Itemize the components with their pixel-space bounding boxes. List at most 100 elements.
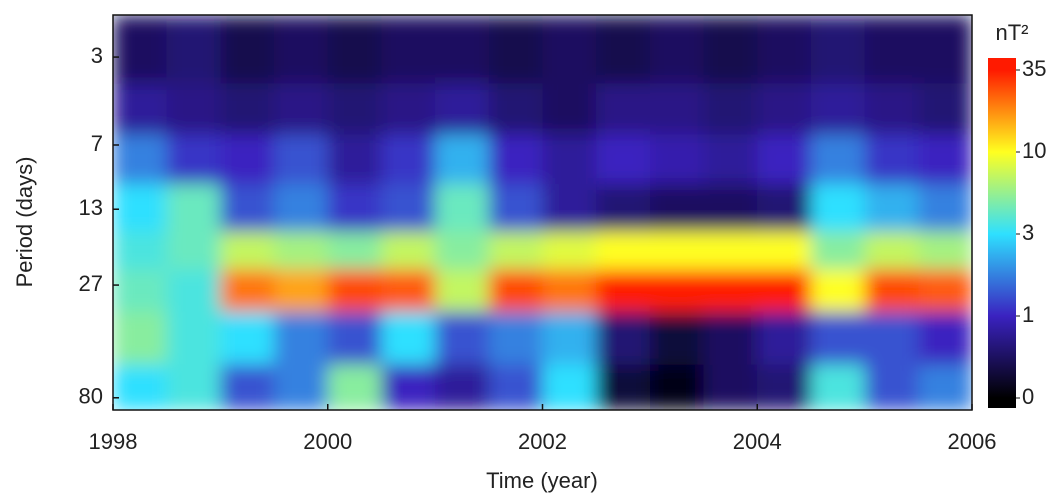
heatmap-cell [488,269,543,313]
x-tick-label: 2006 [948,429,997,454]
heatmap-cell [542,231,597,270]
y-tick-label: 3 [91,43,103,68]
heatmap-cell [649,83,705,135]
heatmap-cell [166,15,221,85]
heatmap-cell [649,184,705,233]
heatmap-cell [113,269,168,313]
colorbar-tick-label: 1 [1022,302,1034,327]
heatmap-cell [488,134,543,185]
heatmap-cell [435,269,490,313]
heatmap-cell [542,184,597,233]
heatmap-cell [703,311,758,366]
heatmap-cell [274,15,329,85]
heatmap-cell [220,311,275,366]
heatmap-cell [327,134,382,185]
heatmap-cell [435,184,490,233]
heatmap-cell [649,269,705,313]
heatmap-cell [327,83,382,135]
heatmap-cell [488,231,543,270]
x-tick-label: 2000 [303,429,352,454]
heatmap-cell [757,231,812,270]
heatmap-cell [810,83,866,135]
heatmap-cell [166,231,221,270]
x-tick-label: 1998 [89,429,138,454]
colorbar-tick-label: 35 [1022,56,1046,81]
heatmap-cell [864,364,919,410]
heatmap-cell [757,134,812,185]
y-tick-label: 27 [79,271,103,296]
heatmap-cell [542,15,597,85]
heatmap-cell [220,83,275,135]
heatmap-cell [166,83,221,135]
heatmap-cell [220,231,275,270]
heatmap-cell [864,83,919,135]
heatmap-cell [542,269,597,313]
heatmap-cell [274,269,329,313]
heatmap-cell [703,269,758,313]
heatmap-cell [596,134,651,185]
heatmap-cell [220,269,275,313]
heatmap-cell [220,134,275,185]
heatmap-cell [703,231,758,270]
heatmap-cell [810,231,866,270]
heatmap-cell [649,134,705,185]
heatmap-cell [703,134,758,185]
heatmap-cell [435,134,490,185]
heatmap-cell [435,15,490,85]
heatmap-cell [596,15,651,85]
heatmap-cell [864,269,919,313]
heatmap-cell [649,311,705,366]
heatmap-cell [596,269,651,313]
heatmap-cell [327,231,382,270]
heatmap-cell [381,184,436,233]
colorbar-label: nT² [996,20,1029,45]
heatmap-cell [274,83,329,135]
heatmap-cell [435,311,490,366]
x-axis-label: Time (year) [486,468,598,493]
heatmap-cell [542,364,597,410]
heatmap-cell [864,134,919,185]
heatmap-cell [435,83,490,135]
heatmap-cell [488,15,543,85]
heatmap-cell [864,311,919,366]
heatmap-cell [757,364,812,410]
y-tick-label: 13 [79,195,103,220]
heatmap-cell [113,134,168,185]
heatmap-cell [542,83,597,135]
heatmap-cell [703,15,758,85]
heatmap-cell [274,134,329,185]
heatmap-cell [649,231,705,270]
heatmap-cell [327,364,382,410]
heatmap-cell [435,364,490,410]
heatmap-cell [113,311,168,366]
heatmap-cell [810,364,866,410]
heatmap-cell [864,15,919,85]
heatmap-cell [864,184,919,233]
heatmap-cell [596,83,651,135]
heatmap-cell [918,83,972,135]
heatmap-cell [113,15,168,85]
heatmap-cell [918,231,972,270]
heatmap-cell [488,83,543,135]
heatmap-cell [274,364,329,410]
heatmap-cell [274,311,329,366]
heatmap-cell [381,83,436,135]
y-axis-label: Period (days) [12,157,37,288]
heatmap-cell [918,311,972,366]
heatmap-cell [596,231,651,270]
colorbar-tick-label: 0 [1022,384,1034,409]
heatmap-cell [220,364,275,410]
heatmap-cell [864,231,919,270]
colorbar [988,58,1016,408]
heatmap-cell [542,311,597,366]
y-tick-label: 7 [91,131,103,156]
heatmap-cell [810,269,866,313]
heatmap-cell [274,231,329,270]
heatmap-cell [166,364,221,410]
heatmap-cell [488,364,543,410]
heatmap-cell [810,15,866,85]
heatmap-cell [381,15,436,85]
heatmap-cell [918,15,972,85]
heatmap-cell [381,311,436,366]
heatmap-cell [757,83,812,135]
